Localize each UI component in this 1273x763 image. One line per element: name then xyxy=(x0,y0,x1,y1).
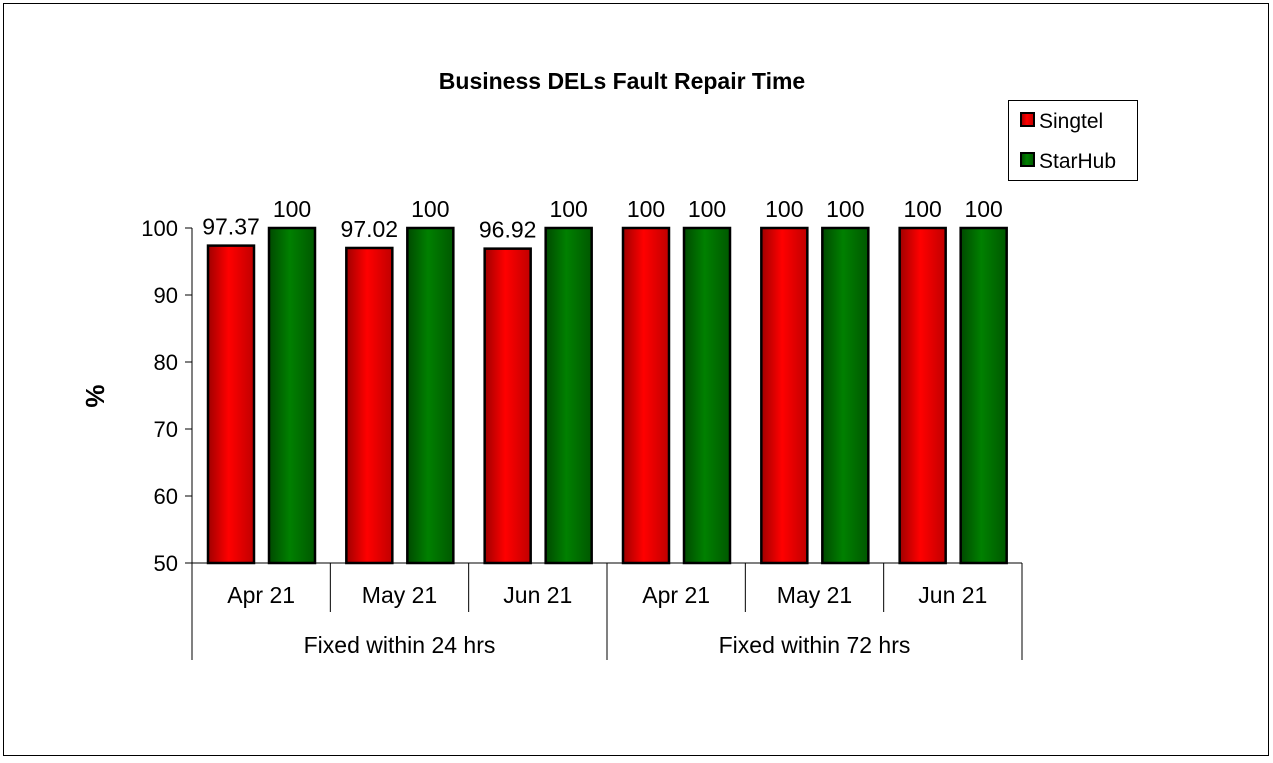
x-tick-label: Apr 21 xyxy=(642,582,710,608)
legend-label-singtel: Singtel xyxy=(1039,110,1103,133)
y-axis-label: % xyxy=(80,384,110,407)
data-label: 100 xyxy=(903,196,941,222)
bar-singtel xyxy=(345,246,394,565)
chart-title: Business DELs Fault Repair Time xyxy=(439,68,805,94)
bar-singtel xyxy=(483,247,532,565)
data-label: 100 xyxy=(765,196,803,222)
x-tick-label: Apr 21 xyxy=(227,582,295,608)
data-label: 97.02 xyxy=(341,216,399,242)
data-label: 100 xyxy=(273,196,311,222)
legend-swatch-starhub xyxy=(1020,152,1035,167)
group-label: Fixed within 72 hrs xyxy=(719,632,911,658)
bar-starhub xyxy=(682,226,732,565)
data-label: 100 xyxy=(964,196,1002,222)
bar-starhub xyxy=(959,226,1008,565)
y-tick-label: 70 xyxy=(154,417,178,442)
data-label: 100 xyxy=(549,196,587,222)
bar-starhub xyxy=(267,226,317,565)
bar-singtel xyxy=(898,226,947,565)
y-tick-label: 90 xyxy=(154,283,178,308)
x-tick-label: Jun 21 xyxy=(503,582,572,608)
legend-label-starhub: StarHub xyxy=(1039,150,1116,173)
x-tick-label: Jun 21 xyxy=(918,582,987,608)
bar-starhub xyxy=(406,226,455,565)
bar-singtel xyxy=(621,226,671,565)
group-label: Fixed within 24 hrs xyxy=(304,632,496,658)
x-tick-label: May 21 xyxy=(777,582,852,608)
legend: Singtel StarHub xyxy=(1008,100,1138,181)
bar-singtel xyxy=(206,244,256,565)
data-label: 100 xyxy=(688,196,726,222)
x-tick-label: May 21 xyxy=(362,582,437,608)
data-label: 97.37 xyxy=(202,214,260,240)
data-label: 100 xyxy=(411,196,449,222)
data-label: 100 xyxy=(627,196,665,222)
bar-starhub xyxy=(544,226,593,565)
bar-starhub xyxy=(821,226,870,565)
data-label: 100 xyxy=(826,196,864,222)
y-tick-label: 100 xyxy=(141,216,178,241)
legend-swatch-singtel xyxy=(1020,112,1035,127)
y-tick-label: 50 xyxy=(154,551,178,576)
y-tick-label: 80 xyxy=(154,350,178,375)
bar-singtel xyxy=(760,226,809,565)
y-tick-label: 60 xyxy=(154,484,178,509)
data-label: 96.92 xyxy=(479,217,537,243)
